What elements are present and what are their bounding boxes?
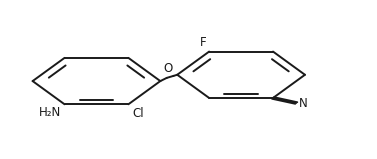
- Text: F: F: [200, 36, 207, 49]
- Text: N: N: [299, 97, 308, 110]
- Text: O: O: [163, 62, 172, 75]
- Text: H₂N: H₂N: [38, 106, 61, 119]
- Text: Cl: Cl: [132, 107, 144, 120]
